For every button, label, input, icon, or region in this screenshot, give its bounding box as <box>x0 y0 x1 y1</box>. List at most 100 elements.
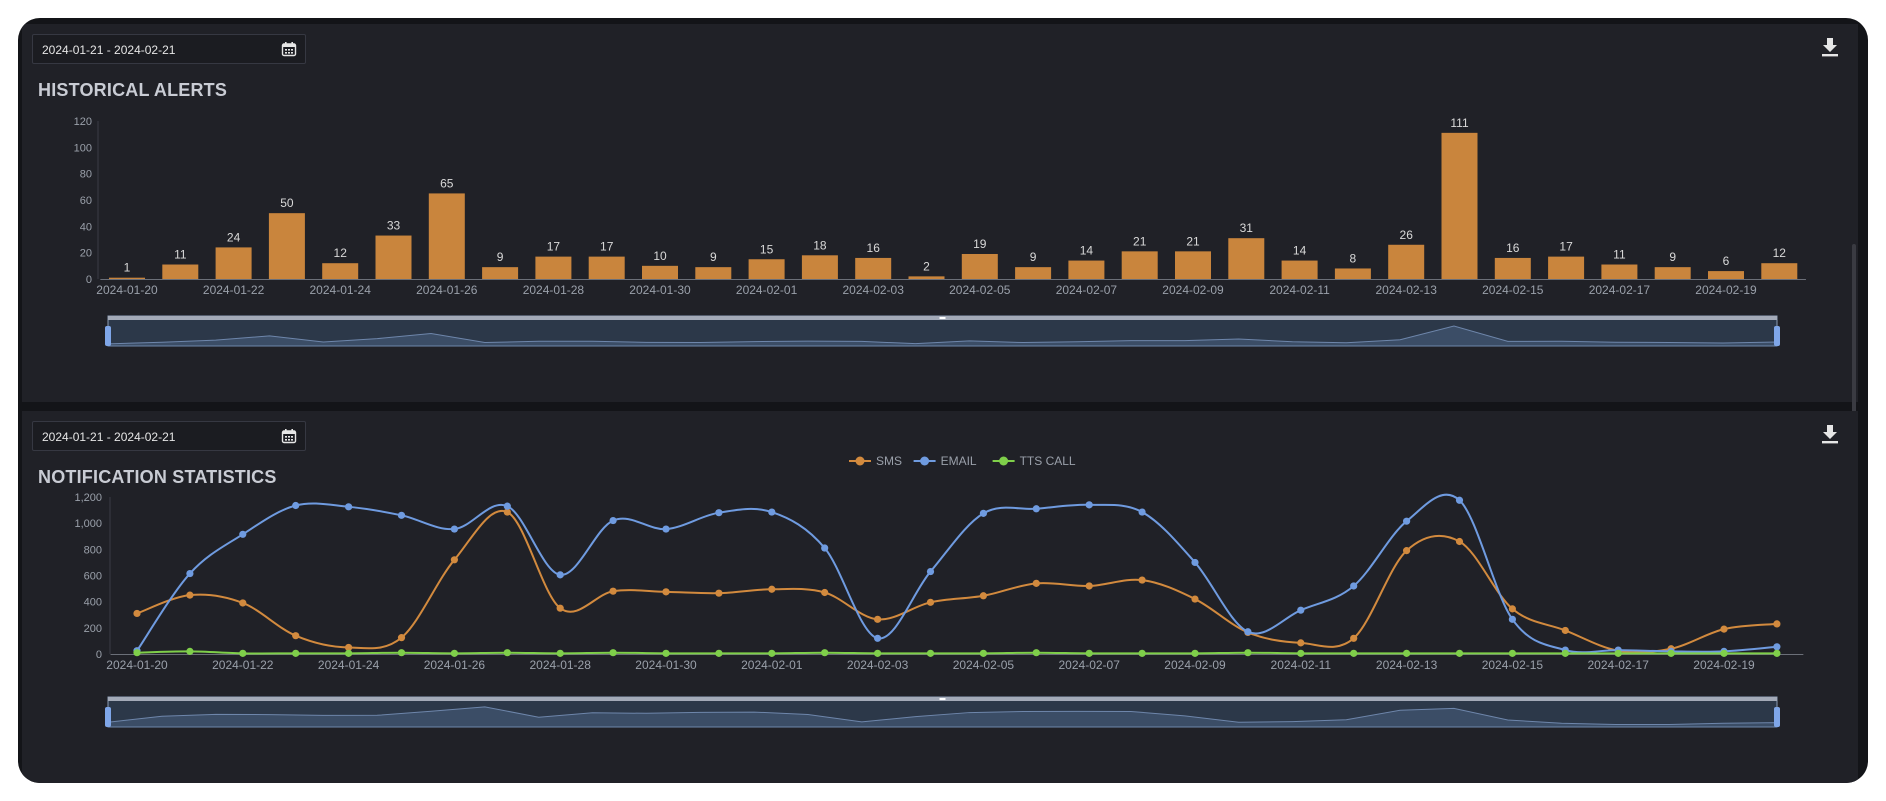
data-point <box>1455 496 1464 504</box>
bar-data-label: 6 <box>1723 254 1730 268</box>
data-point <box>345 649 353 657</box>
y-tick-label: 1,000 <box>74 518 102 530</box>
x-tick-label: 2024-01-30 <box>635 658 697 672</box>
data-point <box>397 511 406 519</box>
legend-label: TTS CALL <box>1020 454 1076 468</box>
bar-data-label: 17 <box>1559 240 1573 254</box>
data-point <box>1297 649 1305 657</box>
bar <box>695 267 732 279</box>
bar <box>1494 257 1531 279</box>
y-tick-label: 200 <box>84 623 102 635</box>
bar-data-label: 24 <box>227 230 241 244</box>
bar <box>268 213 305 279</box>
data-point <box>926 598 935 606</box>
data-point <box>1138 508 1146 516</box>
bar-data-label: 26 <box>1400 228 1414 242</box>
bar-data-label: 18 <box>813 238 827 252</box>
data-point <box>239 649 247 657</box>
data-point <box>186 591 194 599</box>
bar-data-label: 19 <box>973 237 987 251</box>
data-point <box>874 649 882 657</box>
bar <box>109 277 145 279</box>
bar-data-label: 21 <box>1186 234 1200 248</box>
download-icon[interactable] <box>1820 36 1840 58</box>
data-point <box>1085 582 1093 590</box>
bar <box>1068 260 1105 279</box>
x-tick-label: 2024-01-30 <box>629 283 691 297</box>
data-point <box>979 592 988 600</box>
calendar-icon[interactable] <box>281 428 297 444</box>
data-point <box>1455 537 1464 546</box>
calendar-icon[interactable] <box>281 41 297 57</box>
data-point <box>715 509 723 517</box>
data-point <box>292 501 300 510</box>
series-line-email <box>136 493 1777 654</box>
chart-title: HISTORICAL ALERTS <box>38 80 228 100</box>
data-point <box>556 571 564 579</box>
chart-title: NOTIFICATION STATISTICS <box>38 467 277 487</box>
data-point <box>979 509 988 517</box>
bar-data-label: 50 <box>280 196 294 210</box>
x-tick-label: 2024-02-03 <box>843 283 905 297</box>
data-point <box>1561 649 1569 657</box>
data-point <box>450 556 458 564</box>
bar <box>588 256 625 279</box>
data-point <box>768 585 776 593</box>
bar-data-label: 12 <box>1773 246 1787 260</box>
bar-data-label: 65 <box>440 176 454 190</box>
x-tick-label: 2024-02-03 <box>847 658 909 672</box>
historical-alerts-panel: 2024-01-21 - 2024-02-21 HISTORICAL ALERT… <box>22 24 1858 624</box>
x-tick-label: 2024-01-28 <box>530 658 592 672</box>
zoom-handle-right <box>1774 326 1780 346</box>
y-tick-label: 120 <box>74 116 92 128</box>
zoom-slider-grip <box>939 317 946 319</box>
data-point <box>292 632 300 640</box>
data-point <box>397 649 406 657</box>
x-tick-label: 2024-02-09 <box>1162 283 1224 297</box>
data-point <box>397 634 406 642</box>
bar <box>482 267 519 279</box>
data-point <box>1773 643 1781 651</box>
bar-data-label: 14 <box>1293 244 1307 258</box>
download-icon[interactable] <box>1820 423 1840 445</box>
date-range-picker[interactable]: 2024-01-21 - 2024-02-21 <box>32 34 306 64</box>
bar-data-label: 9 <box>710 250 717 264</box>
x-tick-label: 2024-02-01 <box>736 283 798 297</box>
bar-data-label: 17 <box>600 240 614 254</box>
data-point <box>503 508 511 516</box>
y-tick-label: 60 <box>80 195 92 207</box>
bar <box>1228 238 1265 279</box>
bar <box>322 263 359 279</box>
x-tick-label: 2024-01-20 <box>96 283 158 297</box>
x-tick-label: 2024-02-15 <box>1482 283 1544 297</box>
legend-item[interactable]: SMS <box>849 454 902 468</box>
x-tick-label: 2024-01-26 <box>416 283 478 297</box>
data-point <box>821 544 829 552</box>
bar <box>1441 132 1478 279</box>
x-tick-label: 2024-02-09 <box>1164 658 1226 672</box>
date-range-picker[interactable]: 2024-01-21 - 2024-02-21 <box>32 421 306 451</box>
y-tick-label: 20 <box>80 248 92 260</box>
bar-data-label: 111 <box>1450 116 1469 130</box>
legend-label: EMAIL <box>941 454 977 468</box>
data-point <box>821 649 829 657</box>
legend-marker <box>999 456 1009 466</box>
data-point <box>1667 649 1675 657</box>
legend-item[interactable]: TTS CALL <box>992 454 1076 468</box>
x-tick-label: 2024-02-17 <box>1588 658 1650 672</box>
zoom-slider-grip <box>939 698 946 700</box>
x-tick-label: 2024-01-24 <box>318 658 380 672</box>
bar <box>215 247 252 279</box>
x-tick-label: 2024-01-20 <box>106 658 168 672</box>
data-point <box>715 649 723 657</box>
data-point <box>926 649 935 657</box>
data-point <box>1191 595 1199 603</box>
bar <box>1175 251 1211 279</box>
x-tick-label: 2024-02-17 <box>1589 283 1651 297</box>
data-point <box>1561 626 1569 635</box>
zoom-handle-left <box>105 707 111 727</box>
data-point <box>1350 582 1358 590</box>
bar-data-label: 10 <box>653 249 667 263</box>
data-point <box>133 609 141 618</box>
legend-item[interactable]: EMAIL <box>913 454 977 468</box>
